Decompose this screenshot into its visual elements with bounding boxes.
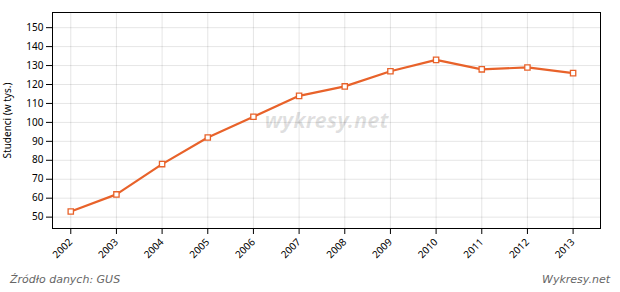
svg-text:90: 90 [32,134,44,148]
svg-text:2002: 2002 [49,235,75,261]
svg-text:2007: 2007 [277,235,303,261]
svg-text:80: 80 [32,152,44,166]
svg-text:Studenci (w tys.): Studenci (w tys.) [0,83,14,159]
svg-text:2005: 2005 [186,235,212,261]
svg-text:130: 130 [26,58,43,72]
svg-text:60: 60 [32,190,44,204]
svg-text:70: 70 [32,171,44,185]
html-text:Źródło danych: GUS: Źródło danych: GUS [10,273,121,286]
svg-text:2009: 2009 [369,235,395,261]
svg-text:100: 100 [26,115,43,129]
svg-text:2012: 2012 [506,235,532,261]
svg-text:2010: 2010 [414,235,440,261]
svg-text:50: 50 [32,209,44,223]
svg-text:2003: 2003 [95,235,121,261]
svg-text:2011: 2011 [460,235,486,261]
svg-text:110: 110 [26,96,43,110]
svg-text:120: 120 [26,77,43,91]
svg-text:2004: 2004 [140,235,166,261]
svg-text:150: 150 [26,20,43,34]
svg-text:2013: 2013 [551,235,577,261]
svg-text:140: 140 [26,39,43,53]
svg-text:2006: 2006 [232,235,258,261]
svg-text:wykresy.net: wykresy.net [264,104,389,134]
svg-text:2008: 2008 [323,235,349,261]
html-text:Wykresy.net: Wykresy.net [542,273,610,286]
